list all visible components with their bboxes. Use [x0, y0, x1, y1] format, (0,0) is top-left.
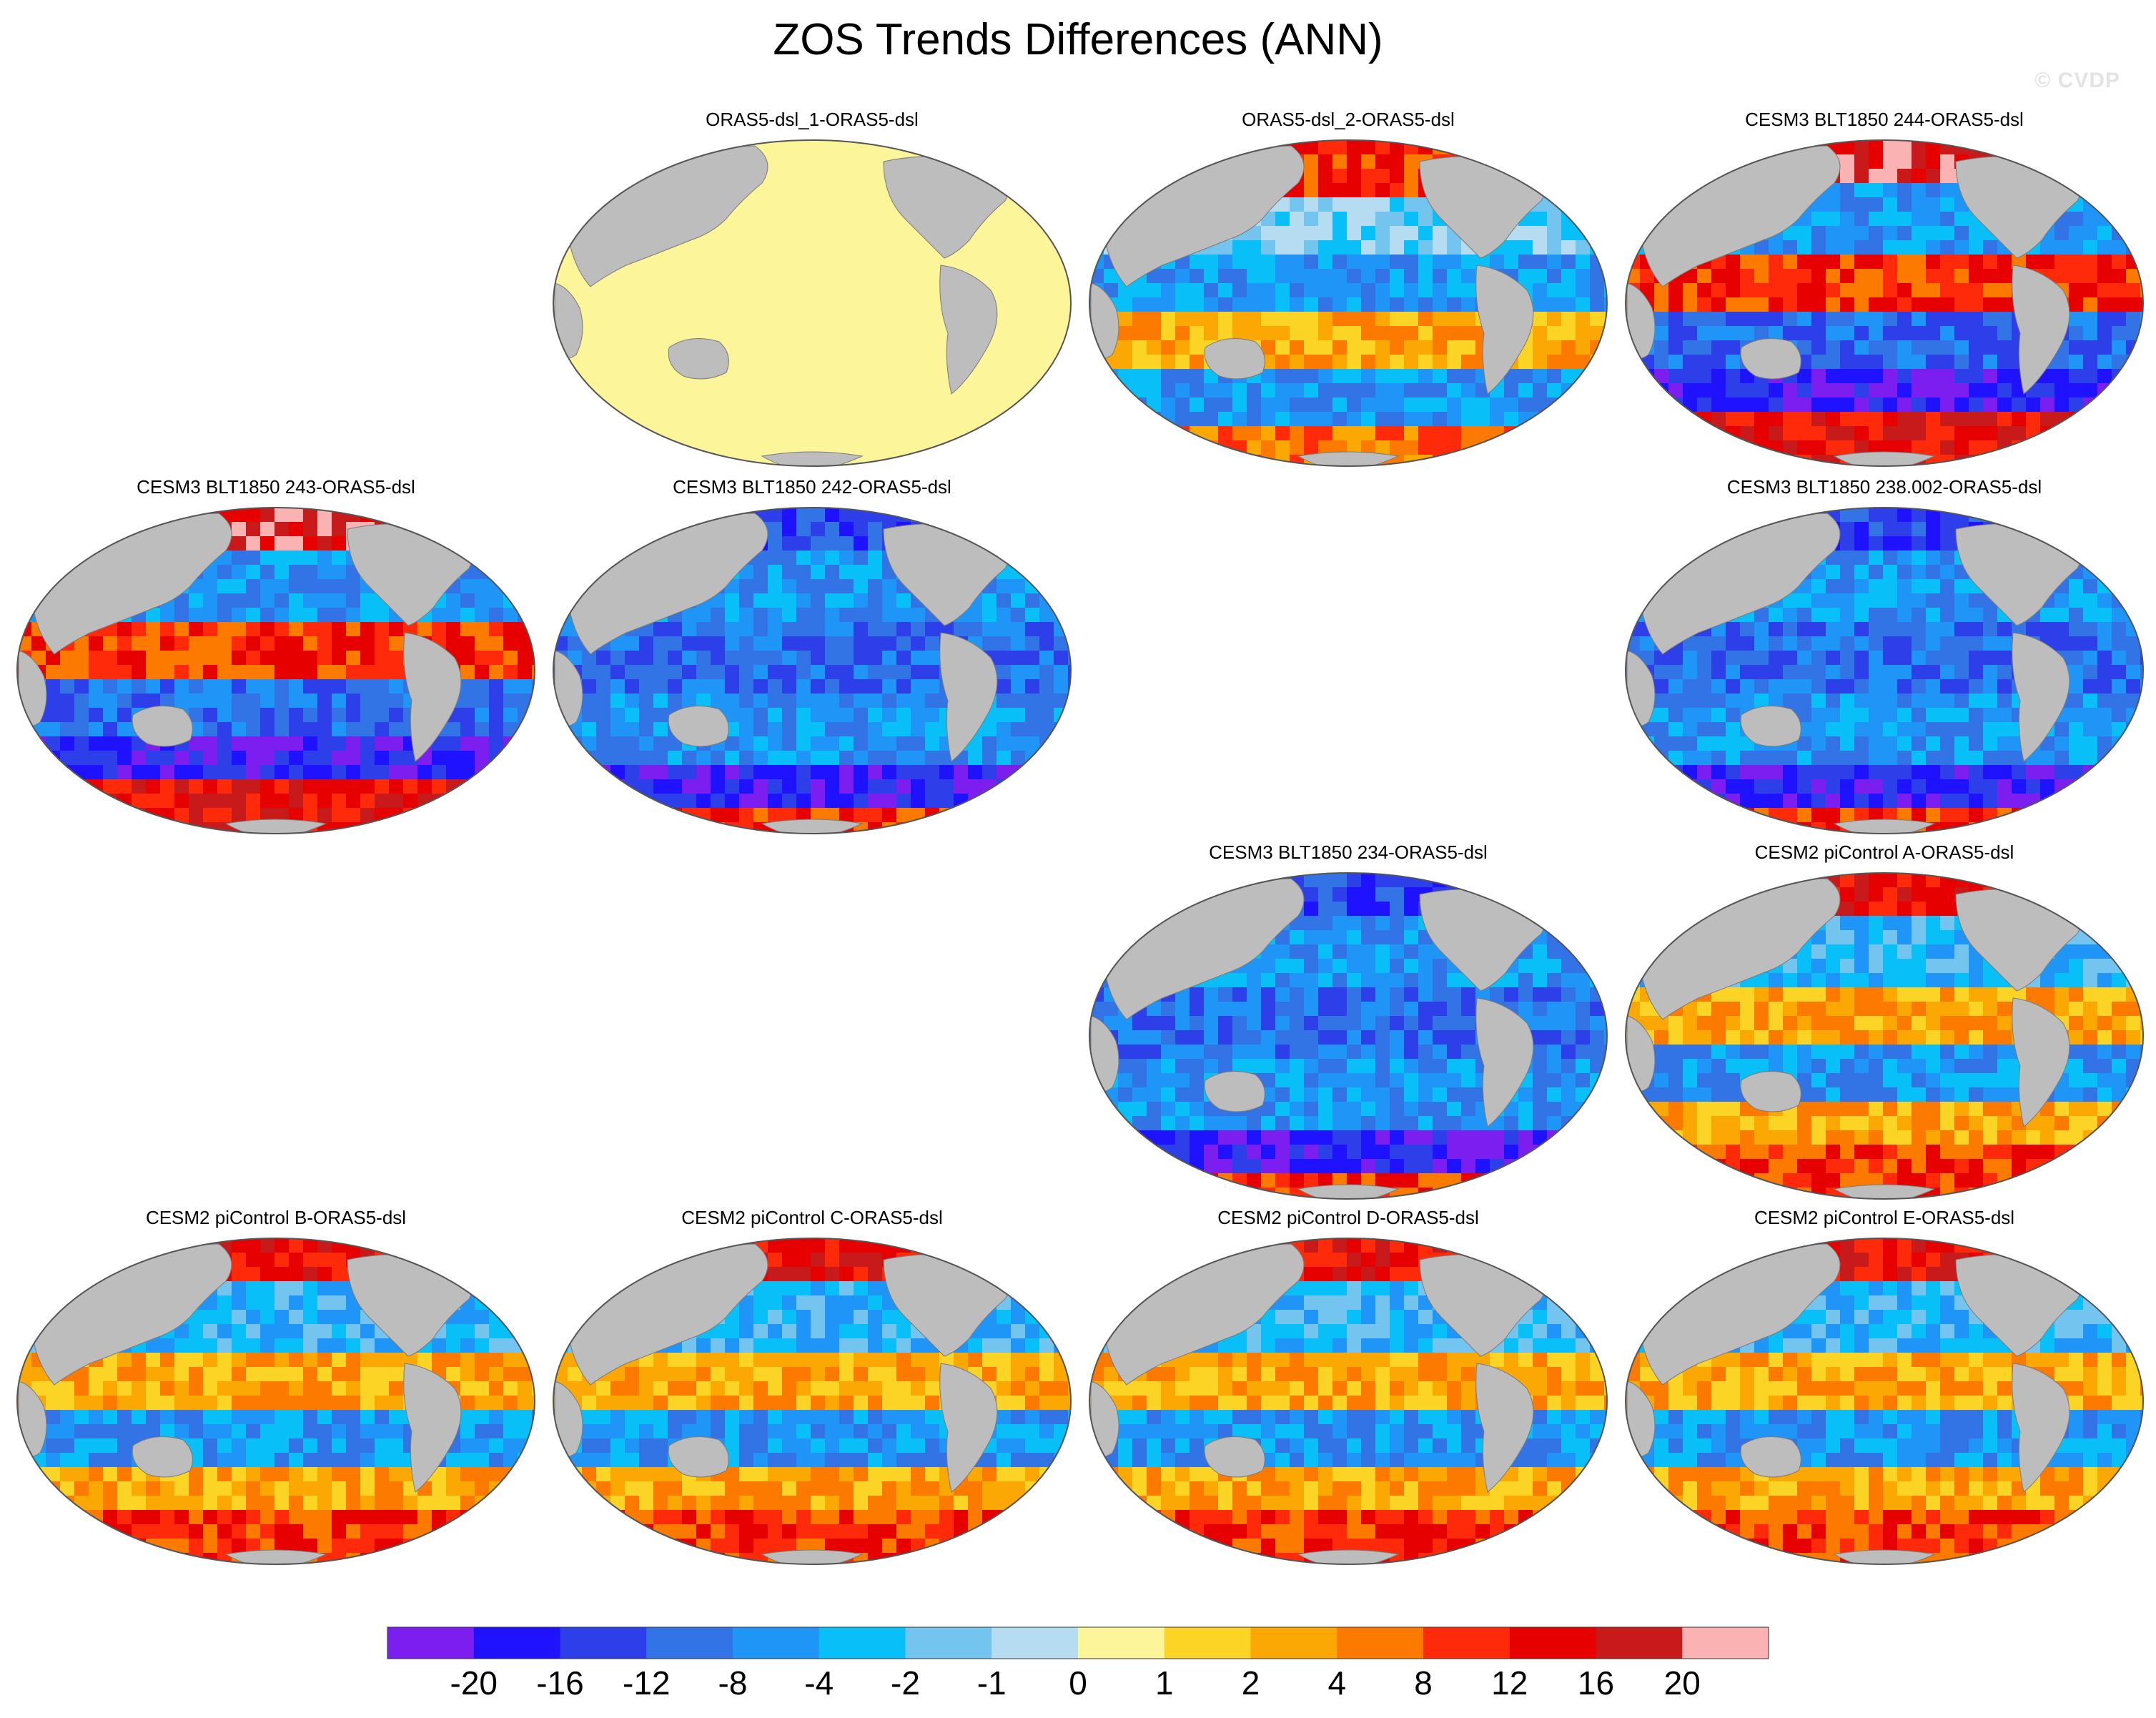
- map-panel: CESM3 BLT1850 242-ORAS5-dsl: [548, 475, 1077, 846]
- map-panel: ORAS5-dsl_2-ORAS5-dsl: [1084, 107, 1613, 479]
- map-panel: CESM3 BLT1850 234-ORAS5-dsl: [1084, 840, 1613, 1212]
- colorbar-tick-label: 0: [1069, 1664, 1087, 1702]
- colorbar-tick-label: -12: [623, 1664, 671, 1702]
- colorbar-tick-label: 1: [1154, 1664, 1174, 1702]
- map-panel: CESM2 piControl B-ORAS5-dsl: [11, 1205, 540, 1577]
- map-projection: [1089, 872, 1608, 1200]
- map-panel: CESM2 piControl C-ORAS5-dsl: [548, 1205, 1077, 1577]
- panel-title: CESM2 piControl C-ORAS5-dsl: [681, 1207, 943, 1228]
- panel-title: CESM3 BLT1850 244-ORAS5-dsl: [1745, 109, 2024, 130]
- panel-title: CESM3 BLT1850 234-ORAS5-dsl: [1209, 841, 1488, 863]
- map-projection: [1625, 507, 2144, 834]
- colorbar-tick-label: -2: [891, 1664, 920, 1702]
- map-projection: [1089, 1238, 1608, 1565]
- watermark: © CVDP: [2034, 69, 2120, 92]
- panel-title: CESM2 piControl B-ORAS5-dsl: [145, 1207, 407, 1228]
- panel-title: CESM3 BLT1850 242-ORAS5-dsl: [673, 476, 951, 498]
- panel-title: ORAS5-dsl_2-ORAS5-dsl: [1242, 109, 1455, 130]
- colorbar-swatch: [1509, 1627, 1596, 1659]
- page-title: ZOS Trends Differences (ANN): [773, 15, 1383, 64]
- colorbar-swatch: [473, 1627, 560, 1659]
- colorbar-swatch: [1423, 1627, 1510, 1659]
- map-projection: [553, 139, 1072, 467]
- map-projection: [553, 507, 1072, 834]
- map-projection: [1625, 872, 2144, 1200]
- map-panel: CESM2 piControl A-ORAS5-dsl: [1620, 840, 2149, 1212]
- colorbar-tick-label: 16: [1577, 1664, 1615, 1702]
- panel-title: CESM2 piControl D-ORAS5-dsl: [1217, 1207, 1479, 1228]
- panel-title: ORAS5-dsl_1-ORAS5-dsl: [706, 109, 919, 130]
- panel-title: CESM2 piControl E-ORAS5-dsl: [1754, 1207, 2015, 1228]
- colorbar-swatch: [646, 1627, 733, 1659]
- colorbar-tick-label: -20: [450, 1664, 498, 1702]
- colorbar-swatch: [1164, 1627, 1251, 1659]
- map-panel: CESM2 piControl D-ORAS5-dsl: [1084, 1205, 1613, 1577]
- colorbar-tick-label: 4: [1327, 1664, 1347, 1702]
- colorbar-tick-label: -4: [804, 1664, 834, 1702]
- map-projection: [1625, 1238, 2144, 1565]
- panel-title: CESM3 BLT1850 238.002-ORAS5-dsl: [1726, 476, 2042, 498]
- map-panel: CESM3 BLT1850 238.002-ORAS5-dsl: [1620, 475, 2149, 846]
- map-projection: [16, 1238, 535, 1565]
- colorbar-swatch: [992, 1627, 1079, 1659]
- colorbar-tick-label: 12: [1491, 1664, 1528, 1702]
- colorbar-tick-label: 20: [1663, 1664, 1701, 1702]
- map-projection: [16, 507, 535, 834]
- map-projection: [1625, 139, 2144, 467]
- panel-title: CESM3 BLT1850 243-ORAS5-dsl: [137, 476, 415, 498]
- map-panel: CESM2 piControl E-ORAS5-dsl: [1620, 1205, 2149, 1577]
- panel-title: CESM2 piControl A-ORAS5-dsl: [1754, 841, 2014, 863]
- colorbar-tick-label: -1: [976, 1664, 1007, 1702]
- map-projection: [1089, 139, 1608, 467]
- colorbar-swatch: [733, 1627, 820, 1659]
- colorbar-swatch: [387, 1627, 475, 1659]
- colorbar-swatch: [905, 1627, 992, 1659]
- colorbar-swatch: [1682, 1627, 1769, 1659]
- colorbar-swatch: [1337, 1627, 1424, 1659]
- map-panel: ORAS5-dsl_1-ORAS5-dsl: [548, 107, 1077, 479]
- map-panel: CESM3 BLT1850 244-ORAS5-dsl: [1620, 107, 2149, 479]
- colorbar-tick-label: 2: [1241, 1664, 1260, 1702]
- colorbar-swatch: [560, 1627, 647, 1659]
- colorbar-swatch: [1250, 1627, 1337, 1659]
- colorbar-tick-label: 8: [1414, 1664, 1433, 1702]
- colorbar-swatch: [1078, 1627, 1165, 1659]
- colorbar-tick-label: -16: [536, 1664, 584, 1702]
- colorbar-swatch: [819, 1627, 906, 1659]
- map-projection: [553, 1238, 1072, 1565]
- colorbar-swatch: [1596, 1627, 1683, 1659]
- colorbar-tick-label: -8: [718, 1664, 748, 1702]
- map-panel: CESM3 BLT1850 243-ORAS5-dsl: [11, 475, 540, 846]
